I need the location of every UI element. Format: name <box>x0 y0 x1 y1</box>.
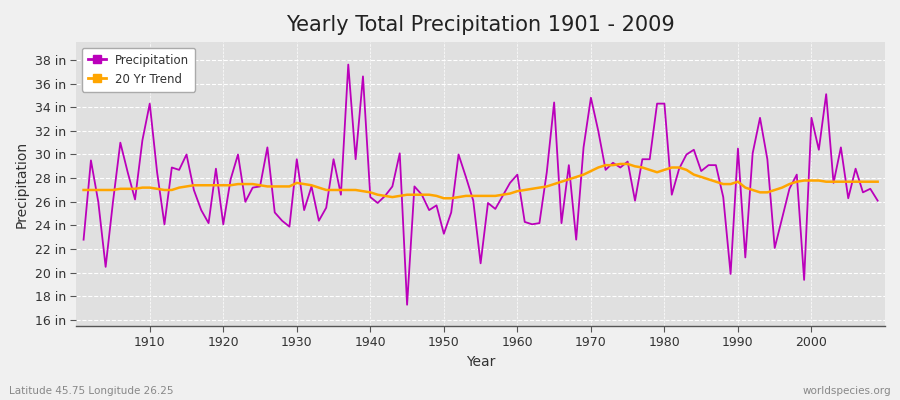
Legend: Precipitation, 20 Yr Trend: Precipitation, 20 Yr Trend <box>82 48 195 92</box>
Text: Latitude 45.75 Longitude 26.25: Latitude 45.75 Longitude 26.25 <box>9 386 174 396</box>
Title: Yearly Total Precipitation 1901 - 2009: Yearly Total Precipitation 1901 - 2009 <box>286 15 675 35</box>
X-axis label: Year: Year <box>466 355 495 369</box>
Y-axis label: Precipitation: Precipitation <box>15 140 29 228</box>
Text: worldspecies.org: worldspecies.org <box>803 386 891 396</box>
